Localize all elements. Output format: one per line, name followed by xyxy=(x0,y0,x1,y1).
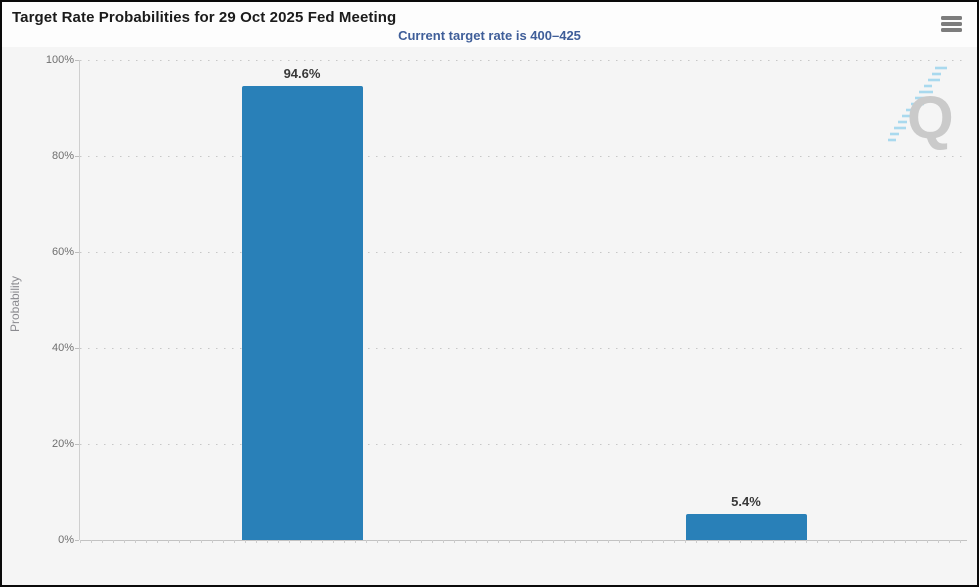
gridline-80 xyxy=(80,156,967,157)
menu-bar xyxy=(941,22,962,26)
y-tick-mark-0 xyxy=(75,540,79,541)
plot-area: 94.6% 5.4% Q xyxy=(79,60,967,543)
y-tick-label-60: 60% xyxy=(51,246,74,258)
bar-400–425[interactable] xyxy=(685,514,807,540)
bar-value-label-400–425: 5.4% xyxy=(731,494,761,510)
current-target-rate-subtitle: Current target rate is 400–425 xyxy=(398,28,581,43)
y-tick-mark-20 xyxy=(75,444,79,445)
y-tick-label-40: 40% xyxy=(51,342,74,354)
chart-region: Probability 94.6% 5.4% xyxy=(2,47,977,585)
gridline-60 xyxy=(80,252,967,253)
y-tick-mark-60 xyxy=(75,252,79,253)
chart-title: Target Rate Probabilities for 29 Oct 202… xyxy=(12,9,397,26)
bar-375–400[interactable] xyxy=(241,85,363,540)
y-tick-label-80: 80% xyxy=(51,150,74,162)
y-tick-mark-100 xyxy=(75,60,79,61)
menu-bar xyxy=(941,16,962,20)
gridline-100 xyxy=(80,60,967,61)
y-tick-label-0: 0% xyxy=(58,534,74,546)
y-tick-label-100: 100% xyxy=(45,54,74,66)
x-axis-minor-ticks xyxy=(80,540,967,543)
watermark-q-logo: Q xyxy=(888,66,954,150)
hamburger-menu-icon[interactable] xyxy=(941,16,962,32)
y-tick-mark-80 xyxy=(75,156,79,157)
y-axis-title: Probability xyxy=(8,275,22,333)
menu-bar xyxy=(941,28,962,32)
bar-value-label-375–400: 94.6% xyxy=(283,65,321,81)
watermark-speed-dashes xyxy=(888,66,947,142)
y-tick-mark-40 xyxy=(75,348,79,349)
gridline-20 xyxy=(80,444,967,445)
watermark-letter: Q xyxy=(907,84,954,150)
y-tick-label-20: 20% xyxy=(51,438,74,450)
gridline-40 xyxy=(80,348,967,349)
